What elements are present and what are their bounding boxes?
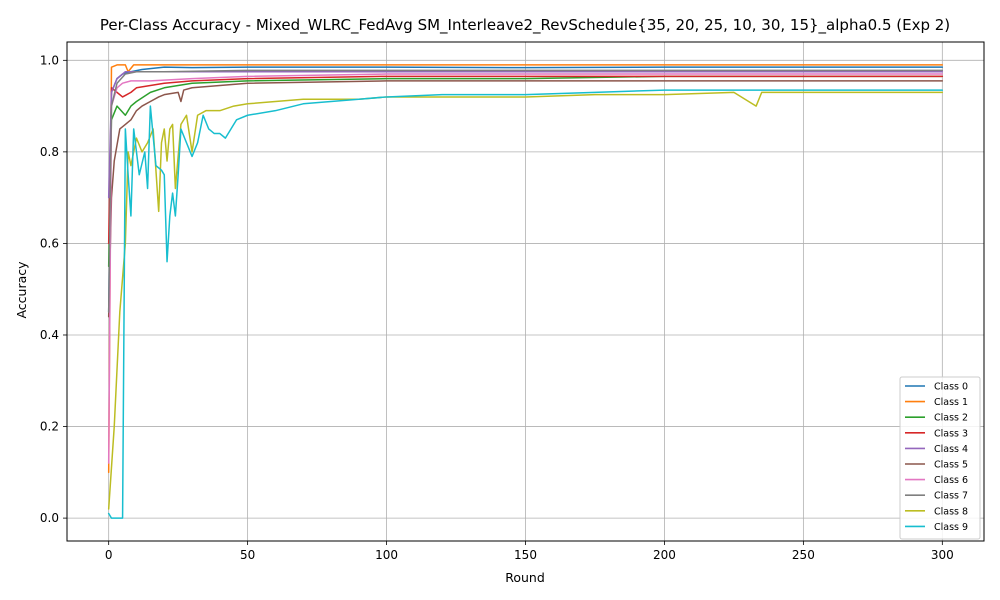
x-axis-title: Round	[505, 570, 545, 585]
y-tick-label: 0.0	[40, 511, 59, 525]
series-line-class-5	[107, 80, 944, 318]
y-tick-label: 0.8	[40, 145, 59, 159]
series-line-class-8	[107, 91, 944, 510]
legend-label: Class 7	[934, 491, 968, 502]
legend-label: Class 9	[934, 522, 968, 533]
series-line-class-7	[107, 69, 944, 313]
x-tick-label: 200	[653, 548, 676, 562]
legend-label: Class 3	[934, 428, 968, 439]
x-tick-label: 250	[792, 548, 815, 562]
legend-label: Class 8	[934, 506, 968, 517]
y-tick-label: 0.2	[40, 420, 59, 434]
series-line-class-6	[107, 73, 944, 464]
legend-label: Class 4	[934, 444, 968, 455]
y-tick-label: 0.6	[40, 236, 59, 250]
series-line-class-9	[107, 89, 944, 519]
legend-label: Class 2	[934, 413, 968, 424]
series-line-class-1	[107, 64, 944, 474]
legend-label: Class 0	[934, 382, 968, 393]
series-line-class-3	[107, 75, 944, 245]
x-tick-label: 100	[375, 548, 398, 562]
x-tick-label: 0	[105, 548, 113, 562]
y-tick-label: 1.0	[40, 53, 59, 67]
x-tick-label: 150	[514, 548, 537, 562]
axes: 0 50 100 150 200 250 300 0.0 0.2 0.4 0.6 0.8 1.0	[40, 41, 985, 562]
series-group	[107, 64, 944, 519]
y-axis-title: Accuracy	[14, 261, 29, 319]
plot-frame	[66, 41, 985, 542]
legend: Class 0 Class 1 Class 2 Class 3 Class 4 Class…	[899, 376, 981, 540]
y-tick-label: 0.4	[40, 328, 59, 342]
series-line-class-2	[107, 75, 944, 268]
chart-title: Per-Class Accuracy - Mixed_WLRC_FedAvg S…	[100, 16, 950, 35]
x-tick-label: 300	[931, 548, 954, 562]
grid	[67, 42, 984, 541]
legend-label: Class 5	[934, 460, 968, 471]
legend-label: Class 6	[934, 475, 968, 486]
legend-label: Class 1	[934, 397, 968, 408]
x-tick-label: 50	[240, 548, 255, 562]
